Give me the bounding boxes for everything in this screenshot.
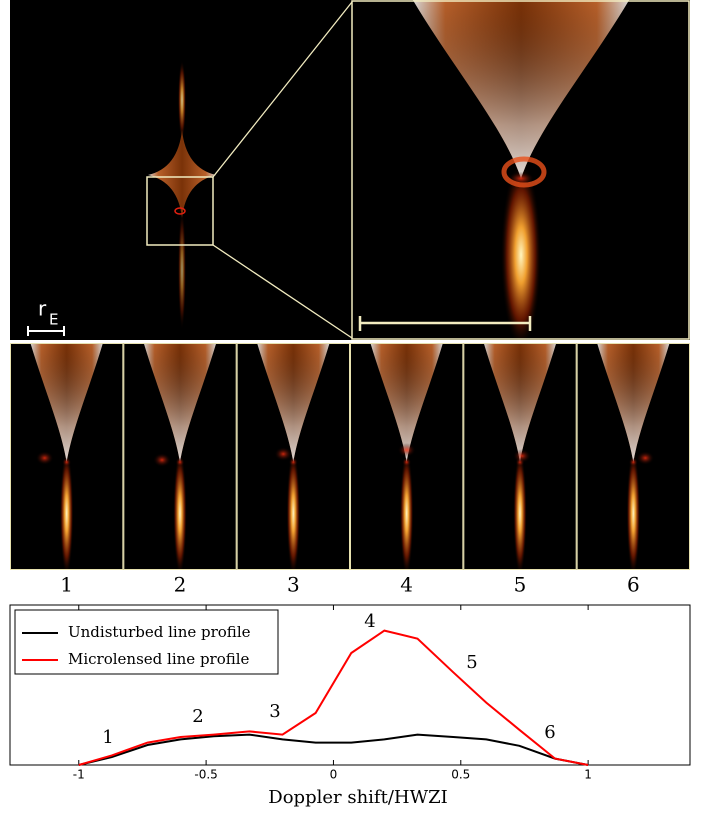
panel-spot xyxy=(274,447,293,461)
panel-image xyxy=(350,343,464,570)
panel-label: 4 xyxy=(400,573,413,597)
zoom-line xyxy=(212,244,353,339)
x-tick-label: -1 xyxy=(73,768,85,782)
caustic-streak xyxy=(178,210,186,330)
panel-label: 5 xyxy=(514,573,527,597)
ring xyxy=(174,207,186,215)
line-chart: -1 -0.5 0 0.5 1 Doppler shift/HWZI 1 2 3 4 5 6 Undis… xyxy=(9,604,691,808)
panel-frame xyxy=(576,343,691,570)
panel-label: 6 xyxy=(627,573,640,597)
zoom-frame xyxy=(351,0,690,340)
scale-bar xyxy=(358,316,532,331)
scale-bar xyxy=(27,326,65,336)
panel-image xyxy=(576,343,690,570)
zoom-box xyxy=(146,176,214,246)
legend-box xyxy=(14,609,279,675)
annotation: 4 xyxy=(364,611,375,632)
legend-label: Microlensed line profile xyxy=(68,650,250,668)
panel-strip: 1 2 3 4 5 6 xyxy=(10,343,691,597)
panel-frame xyxy=(123,343,237,570)
series-line xyxy=(78,629,589,766)
panel-spot xyxy=(153,453,171,467)
caustic xyxy=(148,130,216,218)
annotation: 6 xyxy=(544,722,555,743)
x-tick-label: -0.5 xyxy=(194,768,217,782)
annotation: 5 xyxy=(466,652,477,673)
panel-label: 2 xyxy=(174,573,187,597)
annotation: 1 xyxy=(102,727,113,748)
panel-frame xyxy=(350,343,464,570)
x-tick-label: 1 xyxy=(584,768,592,782)
x-axis-label: Doppler shift/HWZI xyxy=(268,787,447,808)
ring xyxy=(501,156,547,188)
caustic-streak xyxy=(178,60,186,140)
annotation: 2 xyxy=(192,706,203,727)
series-line xyxy=(78,733,589,766)
panel-label: 3 xyxy=(287,573,300,597)
zoom-line xyxy=(212,1,353,178)
panel-image xyxy=(10,343,124,570)
panel-spot xyxy=(513,449,531,463)
scale-label: r xyxy=(38,297,47,321)
x-tick-label: 0 xyxy=(330,768,338,782)
panel-image xyxy=(236,343,350,570)
x-tick-label: 0.5 xyxy=(451,768,470,782)
zoom-image xyxy=(352,0,690,340)
panel-frame xyxy=(463,343,577,570)
annotation: 3 xyxy=(269,701,280,722)
legend-label: Undisturbed line profile xyxy=(68,623,251,641)
panel-label: 1 xyxy=(60,573,73,597)
panel-frame xyxy=(10,343,124,570)
panel-spot xyxy=(636,451,655,465)
panel-spot xyxy=(397,443,416,457)
panel-spot xyxy=(35,451,54,465)
panel-frame xyxy=(236,343,351,570)
scale-label-sub: E xyxy=(49,311,58,329)
panel-image xyxy=(123,343,237,570)
